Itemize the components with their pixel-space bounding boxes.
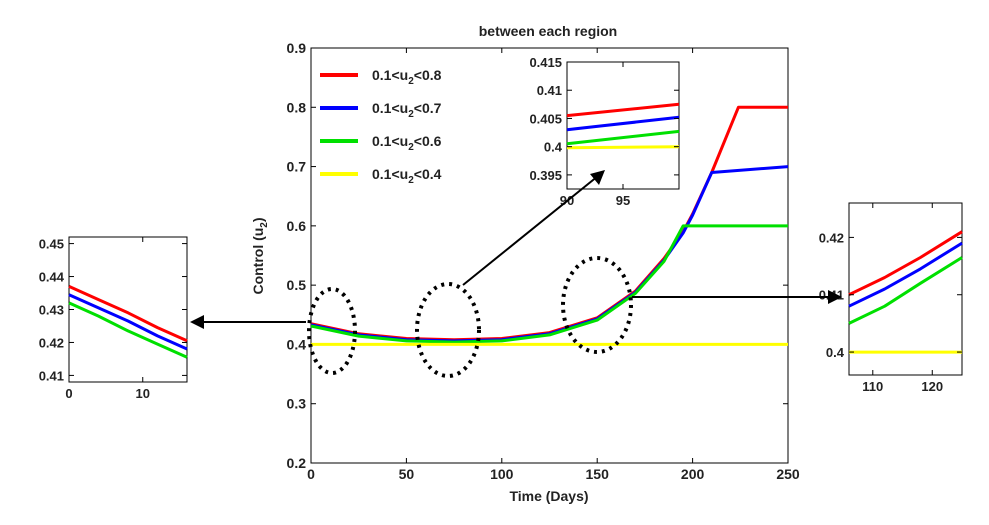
- series-line-2: [848, 241, 963, 308]
- y-axis-label: Control (u2): [250, 217, 270, 294]
- x-tick-label: 250: [776, 466, 800, 482]
- series-line-1: [848, 230, 963, 297]
- y-tick-label: 0.41: [39, 368, 64, 383]
- y-tick-label: 0.6: [287, 218, 307, 234]
- callout-ellipse-middle: [415, 282, 481, 378]
- series-line-3: [848, 256, 963, 325]
- y-tick-label: 0.42: [39, 335, 64, 350]
- x-tick-label: 120: [921, 379, 943, 394]
- legend-entry: 0.1<u2<0.8: [372, 67, 442, 87]
- x-tick-label: 150: [586, 466, 610, 482]
- arrow-top-line: [462, 175, 599, 286]
- series-line-1: [566, 102, 680, 118]
- series-line-4: [566, 145, 680, 150]
- x-tick-label: 200: [681, 466, 705, 482]
- y-tick-label: 0.415: [529, 55, 562, 70]
- y-tick-label: 0.7: [287, 159, 307, 175]
- x-tick-label: 0: [307, 466, 315, 482]
- y-tick-label: 0.41: [537, 83, 562, 98]
- x-axis-label: Time (Days): [509, 488, 588, 504]
- arrow-left-head: [190, 315, 204, 329]
- y-tick-label: 0.3: [287, 396, 307, 412]
- callout-ellipse-start: [307, 287, 357, 375]
- y-tick-label: 0.405: [529, 111, 562, 126]
- y-tick-label: 0.8: [287, 99, 307, 115]
- y-tick-label: 0.4: [826, 345, 845, 360]
- y-tick-label: 0.2: [287, 455, 307, 471]
- series-lines: [310, 105, 789, 346]
- y-tick-label: 0.4: [544, 140, 563, 155]
- arrow-right-head: [828, 290, 842, 304]
- series-line-1: [68, 285, 188, 343]
- y-tick-label: 0.43: [39, 303, 64, 318]
- series-line-3: [310, 224, 788, 344]
- series-line-2: [566, 115, 680, 132]
- y-tick-labels: 0.2 0.3 0.4 0.5 0.6 0.7 0.8 0.9: [287, 40, 307, 471]
- y-tick-label: 0.44: [39, 270, 65, 285]
- y-tick-label: 0.42: [819, 230, 844, 245]
- x-tick-label: 10: [136, 386, 150, 401]
- x-tick-label: 95: [616, 193, 630, 208]
- series-line-3: [566, 129, 680, 146]
- inset-plot-area: [848, 202, 963, 376]
- main-chart: between each region 0.20.30.40.50.60.70.…: [250, 23, 800, 504]
- legend-entry: 0.1<u2<0.6: [372, 133, 442, 153]
- y-tick-label: 0.45: [39, 237, 64, 252]
- x-tick-label: 110: [862, 379, 883, 394]
- chart-title: between each region: [479, 23, 617, 39]
- y-tick-label: 0.4: [287, 336, 307, 352]
- inset-plot-area: [566, 61, 680, 190]
- legend-entry: 0.1<u2<0.7: [372, 100, 442, 120]
- x-tick-labels: 0 50 100 150 200 250: [307, 466, 800, 482]
- inset-left-zoom: 0.41 0.42 0.43 0.44 0.45 0 10: [39, 236, 188, 401]
- callout-ellipse-rise: [561, 256, 633, 354]
- arrow-top-head: [590, 170, 605, 185]
- y-tick-label: 0.5: [287, 277, 307, 293]
- zoom-callouts: [190, 170, 842, 378]
- x-tick-label: 0: [65, 386, 72, 401]
- plot-area: [310, 47, 789, 464]
- x-tick-label: 50: [399, 466, 415, 482]
- legend-entry: 0.1<u2<0.4: [372, 166, 442, 186]
- series-line-3: [68, 301, 188, 359]
- legend: 0.1<u2<0.8 0.1<u2<0.7 0.1<u2<0.6 0.1<u2<0.4: [320, 67, 442, 186]
- y-tick-label: 0.395: [529, 168, 562, 183]
- y-tick-label: 0.9: [287, 40, 307, 56]
- series-line-2: [68, 293, 188, 351]
- inset-plot-area: [68, 236, 188, 383]
- x-tick-label: 100: [490, 466, 514, 482]
